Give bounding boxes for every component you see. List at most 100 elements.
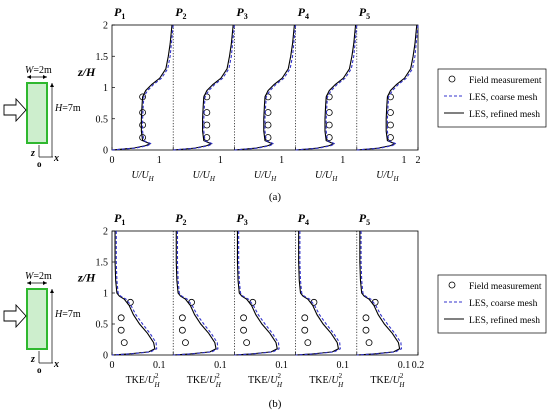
y-tick-label: 2 xyxy=(103,21,108,32)
z-axis-letter: z xyxy=(30,148,35,159)
width-arrow-heads xyxy=(27,281,47,285)
position-label-P4: P4 xyxy=(298,5,309,21)
legend-label: LES, refined mesh xyxy=(469,315,540,326)
les-coarse-line xyxy=(173,24,235,151)
x-axis-label: U/UH xyxy=(315,170,338,183)
field-measurement-point xyxy=(203,121,211,129)
x-tick-label: 0.2 xyxy=(412,360,425,371)
x-tick-label: 0.1 xyxy=(153,360,166,371)
position-label-P1: P1 xyxy=(114,211,125,227)
field-measurement-point xyxy=(117,314,125,322)
field-measurement-point xyxy=(117,326,125,334)
y-tick-label: 1 xyxy=(103,289,108,300)
les-refined-line xyxy=(234,24,295,151)
x-tick-label: 1 xyxy=(218,155,223,166)
legend-box xyxy=(437,274,547,334)
field-measurement-point xyxy=(203,109,211,116)
legend: Field measurement LES, coarse mesh LES, re… xyxy=(437,68,547,128)
position-label-P3: P3 xyxy=(236,5,247,21)
position-label-P4: P4 xyxy=(298,211,309,227)
building-block xyxy=(26,288,48,350)
x-axis-label: TKE/U2 H xyxy=(248,372,283,389)
legend-label: LES, coarse mesh xyxy=(469,299,538,309)
x-tick-label: 1 xyxy=(340,155,345,166)
wind-arrow-icon xyxy=(3,303,27,329)
panel-caption: (a) xyxy=(269,191,282,203)
x-axis-label: TKE/U2 H xyxy=(309,372,344,389)
les-refined-line xyxy=(111,24,173,151)
x-tick-label: 2 xyxy=(416,155,421,166)
field-measurement-point xyxy=(325,121,333,129)
y-tick-label: 0.5 xyxy=(96,114,109,125)
field-measurement-point xyxy=(362,314,370,322)
legend-label: LES, coarse mesh xyxy=(469,93,538,103)
plot-frame xyxy=(111,230,419,356)
position-label-P3: P3 xyxy=(236,211,247,227)
les-refined-line xyxy=(173,231,217,356)
field-measurement-point xyxy=(178,326,186,334)
field-measurement-point xyxy=(387,109,394,116)
les-refined-line xyxy=(295,24,357,151)
les-coarse-line xyxy=(295,231,341,356)
x-tick-label: 1 xyxy=(157,155,162,166)
field-measurement-point xyxy=(182,339,189,347)
field-measurement-point xyxy=(178,314,186,322)
height-arrow-head xyxy=(50,289,54,293)
x-axis-label: TKE/U2 H xyxy=(126,372,161,389)
x-tick-label: 0 xyxy=(110,360,115,371)
origin-letter: o xyxy=(37,365,42,375)
field-measurement-point xyxy=(264,109,272,116)
y-tick-label: 2 xyxy=(103,227,108,238)
field-measurement-point xyxy=(325,109,333,116)
y-axis-label: z/H xyxy=(77,65,96,79)
x-axis-label: U/UH xyxy=(131,170,154,183)
x-tick-label: 1 xyxy=(279,155,284,166)
les-coarse-line xyxy=(234,24,297,151)
building-schematic: W=2m H=7m z x o xyxy=(3,271,81,375)
building-schematic: W=2m H=7m z x o xyxy=(3,65,81,169)
y-axis-label: z/H xyxy=(77,271,96,285)
les-refined-line xyxy=(356,231,401,356)
origin-letter: o xyxy=(37,159,42,169)
legend-box xyxy=(437,68,547,128)
les-coarse-line xyxy=(173,231,219,356)
y-tick-label: 1.5 xyxy=(96,52,109,63)
field-measurement-point xyxy=(387,121,394,129)
building-width-label: W=2m xyxy=(25,271,52,282)
legend-marker xyxy=(448,281,456,289)
les-coarse-line xyxy=(111,231,158,356)
y-tick-label: 0.5 xyxy=(96,320,109,331)
les-coarse-line xyxy=(234,231,280,356)
x-axis-letter: x xyxy=(53,153,59,164)
x-axis-label: U/UH xyxy=(193,170,216,183)
les-coarse-line xyxy=(295,24,358,151)
wind-arrow-icon xyxy=(3,97,27,123)
field-measurement-point xyxy=(365,339,373,347)
y-tick-label: 1.5 xyxy=(96,258,109,269)
les-coarse-line xyxy=(356,24,419,151)
x-axis-label: U/UH xyxy=(376,170,399,183)
les-coarse-line xyxy=(356,231,403,356)
width-arrow-heads xyxy=(27,75,47,79)
y-tick-label: 0 xyxy=(103,351,108,362)
building-width-label: W=2m xyxy=(25,65,52,76)
field-measurement-point xyxy=(120,339,128,347)
field-measurement-point xyxy=(243,339,251,347)
x-tick-label: 0.1 xyxy=(337,360,350,371)
y-tick-label: 1 xyxy=(103,83,108,94)
field-measurement-point xyxy=(301,326,309,334)
x-axis-label: U/UH xyxy=(254,170,277,183)
building-block xyxy=(26,82,48,144)
les-refined-line xyxy=(234,231,278,356)
position-label-P2: P2 xyxy=(175,211,186,227)
field-measurement-point xyxy=(304,339,312,347)
field-measurement-point xyxy=(139,109,147,116)
x-tick-label: 0.1 xyxy=(398,360,411,371)
x-axis-label: TKE/U2 H xyxy=(370,372,405,389)
x-tick-label: 0.1 xyxy=(214,360,227,371)
les-refined-line xyxy=(173,24,234,151)
panel-caption: (b) xyxy=(269,398,282,410)
